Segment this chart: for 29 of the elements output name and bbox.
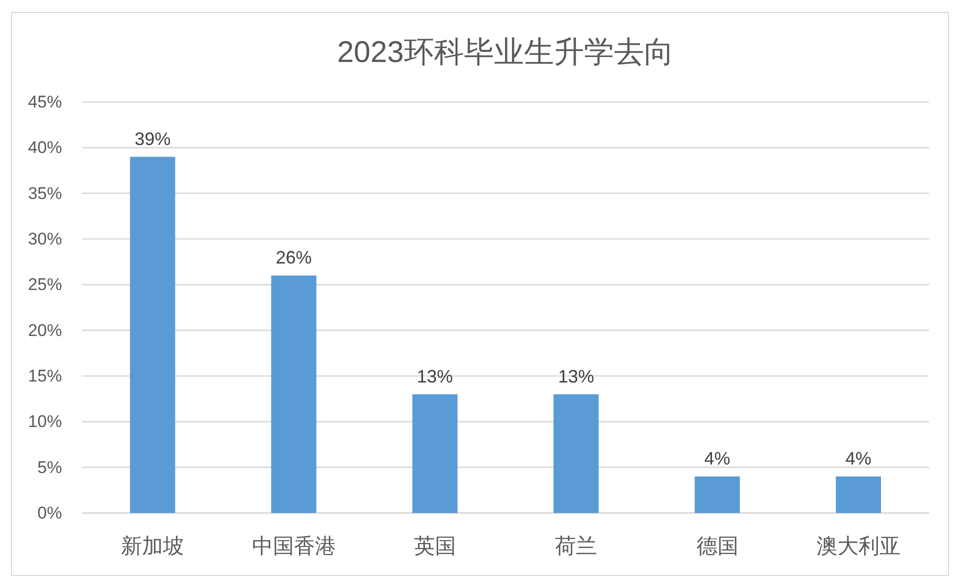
data-label: 26% <box>276 248 312 268</box>
chart-title: 2023环科毕业生升学去向 <box>337 36 674 69</box>
y-tick-label: 25% <box>28 275 62 294</box>
x-tick-label: 澳大利亚 <box>816 535 900 558</box>
y-tick-label: 20% <box>28 320 62 340</box>
data-label: 39% <box>134 128 171 149</box>
data-label: 13% <box>416 366 453 386</box>
y-tick-label: 45% <box>28 92 62 112</box>
bar <box>553 394 599 513</box>
bar <box>130 156 176 513</box>
data-label: 4% <box>845 448 872 468</box>
y-tick-label: 0% <box>37 504 62 522</box>
y-tick-label: 15% <box>28 366 62 386</box>
bar <box>694 476 740 513</box>
bar <box>412 394 458 513</box>
data-label: 4% <box>704 448 730 468</box>
y-tick-label: 5% <box>37 458 62 477</box>
y-tick-label: 40% <box>28 138 62 158</box>
x-tick-label: 中国香港 <box>252 535 336 558</box>
y-tick-label: 10% <box>28 412 62 432</box>
y-tick-label: 35% <box>28 184 62 203</box>
x-tick-label: 新加坡 <box>121 535 184 558</box>
x-tick-label: 德国 <box>696 535 738 558</box>
x-tick-label: 英国 <box>414 535 456 558</box>
x-tick-label: 荷兰 <box>555 535 598 558</box>
data-label: 13% <box>558 366 594 386</box>
y-tick-label: 30% <box>28 230 62 248</box>
bar <box>271 276 316 513</box>
bar <box>836 476 882 513</box>
